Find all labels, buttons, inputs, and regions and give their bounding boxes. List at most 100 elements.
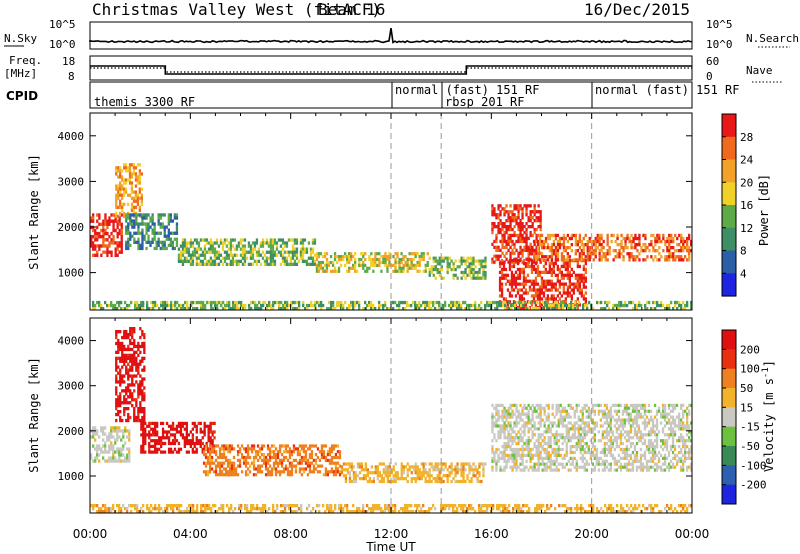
power-cell-3 [245,250,249,254]
velocity-cell-5 [575,447,578,452]
power-cell-3 [209,241,213,245]
velocity-cell-5 [521,468,524,472]
power-cell-9 [384,303,387,308]
power-cell-0 [112,213,115,217]
power-cell-2 [133,237,136,241]
power-cell-6 [509,254,512,258]
power-cell-3 [243,262,247,266]
power-cell-1 [119,211,122,216]
velocity-cell-1 [127,362,130,366]
power-cell-9 [396,303,399,308]
velocity-cell-2 [195,439,198,443]
velocity-cell-2 [161,441,165,446]
power-cell-6 [497,227,500,232]
power-cell-7 [556,276,559,280]
velocity-cell-1 [119,368,122,372]
power-cell-7 [580,273,583,277]
power-cell-8 [538,243,542,247]
power-colorbar-label-6: 4 [740,267,747,280]
power-cell-5 [462,270,465,275]
velocity-cell-2 [175,450,179,454]
power-cell-0 [114,250,117,254]
power-cell-7 [522,297,526,301]
power-cell-9 [458,307,461,311]
velocity-cell-0 [128,438,131,442]
power-cell-7 [518,273,522,277]
velocity-cell-1 [119,377,122,381]
velocity-cell-4 [342,474,346,478]
velocity-cell-3 [260,464,264,468]
velocity-cell-1 [117,404,120,408]
power-cell-9 [274,300,277,305]
power-cell-9 [92,300,95,305]
power-cell-3 [243,250,247,254]
power-cell-8 [554,258,558,262]
velocity-cell-4 [456,462,459,466]
power-cell-8 [690,239,693,244]
velocity-cell-3 [218,464,222,468]
velocity-cell-4 [392,465,395,469]
power-cell-4 [366,269,369,273]
velocity-cell-5 [505,447,508,452]
power-cell-7 [554,303,557,307]
power-cell-9 [114,303,117,308]
power-cell-9 [214,303,217,308]
power-cell-6 [507,213,510,217]
velocity-cell-5 [517,412,520,416]
velocity-cell-3 [304,458,308,462]
velocity-cell-0 [92,444,95,448]
power-cell-4 [414,255,417,259]
velocity-cell-2 [148,430,151,434]
power-cell-8 [576,249,579,253]
power-cell-4 [315,255,319,259]
velocity-cell-0 [126,429,129,433]
power-cell-9 [238,307,241,311]
velocity-cell-3 [206,470,210,474]
power-cell-9 [674,300,677,305]
velocity-cell-3 [274,458,278,462]
velocity-cell-1 [135,344,138,349]
power-cell-0 [98,231,101,236]
velocity-cell-5 [507,421,510,425]
velocity-cell-2 [156,441,159,446]
power-cell-1 [124,181,128,185]
velocity-cell-4 [406,462,409,466]
power-cell-7 [532,264,536,269]
velocity-cell-1 [139,386,142,390]
velocity-cell-5 [523,465,526,469]
velocity-cell-2 [140,427,143,431]
velocity-cell-4 [398,477,401,481]
velocity-cell-5 [581,445,584,449]
power-cell-0 [98,222,101,226]
velocity-cell-5 [509,427,512,431]
power-cell-8 [682,243,685,247]
power-cell-8 [632,239,635,244]
power-cell-7 [522,261,526,266]
power-cell-8 [586,258,589,262]
power-cell-8 [682,239,685,244]
velocity-cell-2 [213,421,216,425]
velocity-cell-3 [268,450,272,454]
velocity-cell-5 [555,439,558,443]
power-cell-6 [515,207,518,211]
power-cell-8 [552,239,556,244]
power-cell-4 [315,263,319,267]
power-cell-6 [497,248,500,252]
power-cell-4 [319,266,323,270]
power-cell-3 [241,262,245,266]
power-cell-9 [294,300,297,305]
velocity-cell-3 [242,461,246,465]
power-cell-7 [536,282,540,286]
power-cell-4 [406,257,409,262]
power-cell-7 [548,279,551,283]
power-cell-7 [582,276,585,280]
velocity-cell-1 [119,359,122,363]
velocity-cell-5 [543,424,546,428]
velocity-cell-2 [148,436,151,440]
power-cell-6 [535,219,538,223]
power-cell-8 [554,252,558,256]
power-cell-3 [215,262,219,266]
velocity-cell-1 [127,386,130,390]
power-cell-3 [311,238,315,242]
velocity-cell-5 [523,412,526,416]
